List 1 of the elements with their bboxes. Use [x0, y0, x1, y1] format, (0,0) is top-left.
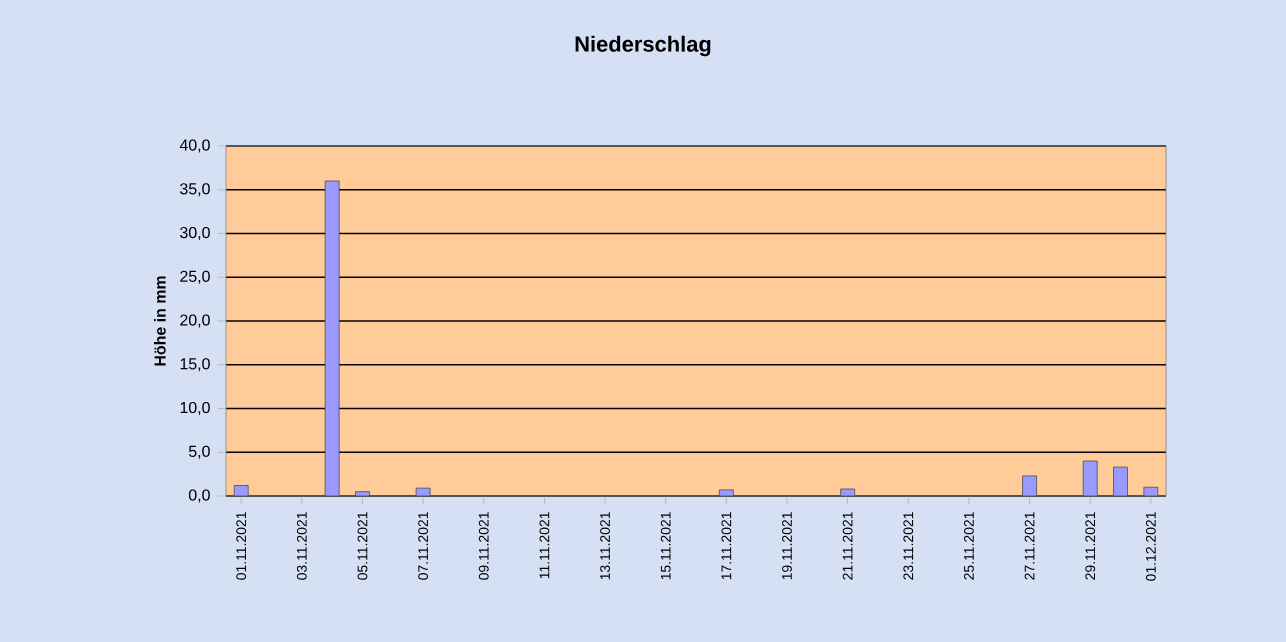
chart-title: Niederschlag	[575, 35, 711, 57]
